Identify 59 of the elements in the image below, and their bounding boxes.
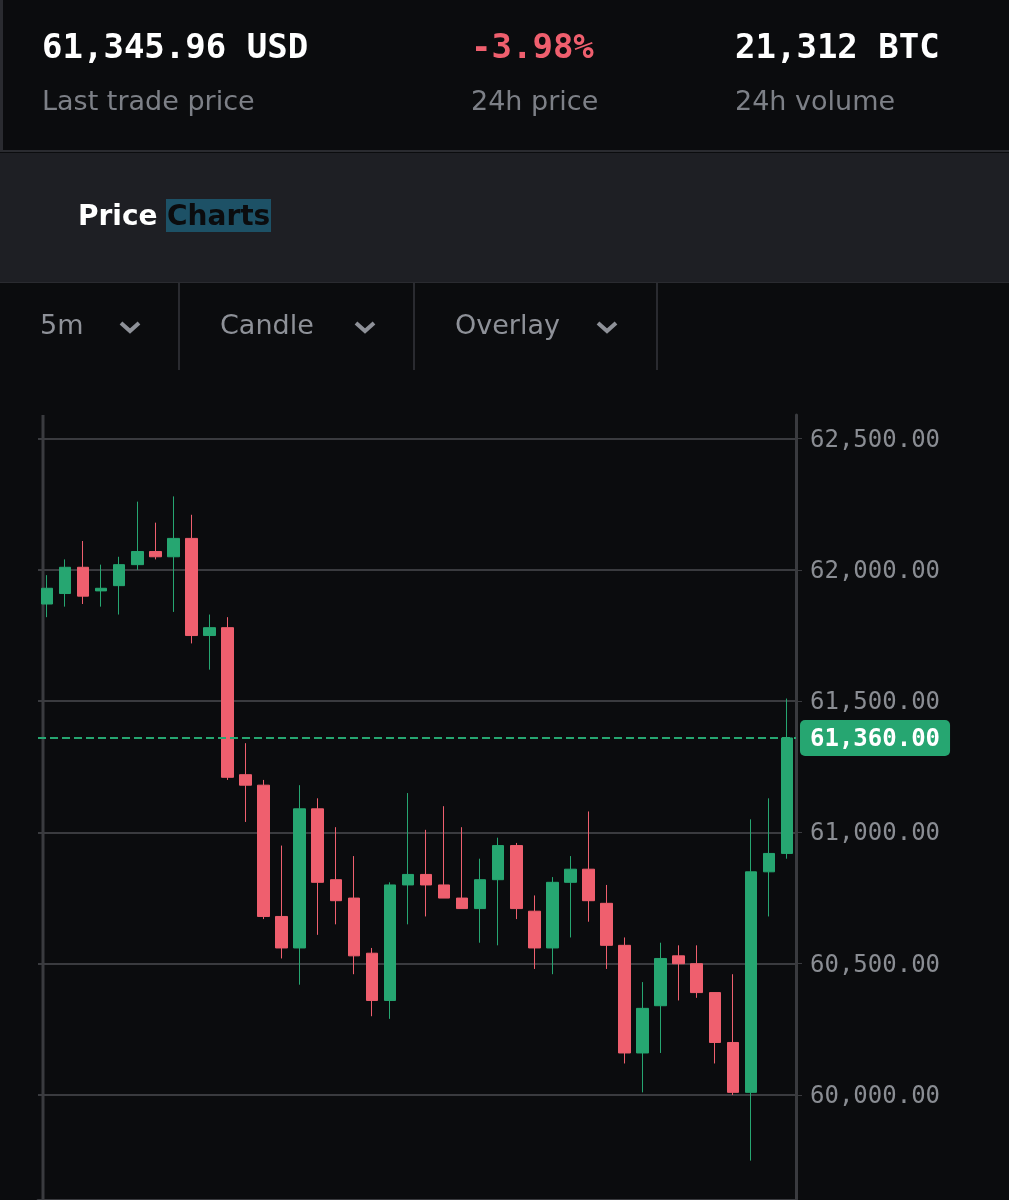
candlestick bbox=[221, 616, 234, 781]
candlestick bbox=[95, 564, 107, 608]
text: 5m bbox=[40, 309, 84, 340]
candlestick bbox=[366, 947, 378, 1017]
candlestick bbox=[582, 810, 595, 923]
candlestick bbox=[113, 556, 125, 616]
candlestick bbox=[257, 779, 270, 920]
text: -3.98% bbox=[471, 26, 594, 66]
candlestick bbox=[420, 829, 432, 917]
candlestick bbox=[709, 992, 721, 1064]
candlestick bbox=[528, 894, 541, 970]
text: Charts bbox=[166, 199, 272, 232]
candlestick bbox=[564, 855, 577, 938]
candlestick bbox=[293, 784, 306, 986]
y-tick-label: 60,000.00 bbox=[810, 1080, 941, 1109]
y-tick-label: 62,500.00 bbox=[810, 424, 941, 453]
candlestick bbox=[474, 858, 486, 944]
text: 61,345.96 USD bbox=[42, 26, 309, 66]
candlestick bbox=[384, 881, 396, 1020]
candlestick bbox=[185, 514, 198, 644]
candlestick bbox=[654, 942, 667, 1054]
text: Candle bbox=[220, 309, 314, 340]
text: 21,312 BTC bbox=[735, 26, 940, 66]
candlestick bbox=[510, 842, 523, 920]
y-tick-label: 61,000.00 bbox=[810, 818, 941, 847]
y-tick-label: 61,500.00 bbox=[810, 687, 941, 716]
candlestick bbox=[456, 826, 468, 910]
candlestick bbox=[600, 884, 613, 970]
candlestick bbox=[239, 742, 252, 823]
candlestick bbox=[149, 522, 162, 560]
candlestick bbox=[745, 818, 757, 1162]
y-tick-label: 60,500.00 bbox=[810, 949, 941, 978]
candlestick bbox=[311, 797, 324, 936]
candlestick bbox=[330, 826, 342, 925]
candlestick bbox=[618, 936, 631, 1064]
candlestick bbox=[41, 574, 53, 618]
candlestick bbox=[59, 558, 71, 608]
candlestick bbox=[636, 981, 649, 1093]
candlestick bbox=[402, 792, 414, 925]
y-tick-label: 62,000.00 bbox=[810, 555, 941, 584]
candlestick bbox=[167, 495, 180, 613]
ref-line-label: 61,360.00 bbox=[810, 723, 941, 752]
text: 24h volume bbox=[735, 85, 896, 116]
candlestick bbox=[672, 944, 685, 1001]
text: Overlay bbox=[455, 309, 560, 340]
candlestick bbox=[275, 845, 288, 959]
candlestick bbox=[438, 805, 450, 899]
candlestick bbox=[727, 973, 739, 1096]
candlestick bbox=[131, 501, 144, 571]
candlestick bbox=[348, 855, 360, 975]
candlestick bbox=[203, 614, 216, 671]
candlestick bbox=[763, 797, 775, 917]
text: Last trade price bbox=[42, 85, 255, 116]
text: 24h price bbox=[471, 85, 599, 116]
candlestick bbox=[77, 540, 89, 605]
candlestick bbox=[492, 837, 504, 946]
candlestick bbox=[546, 876, 559, 975]
text: Price bbox=[78, 199, 158, 232]
candlestick bbox=[690, 944, 703, 999]
